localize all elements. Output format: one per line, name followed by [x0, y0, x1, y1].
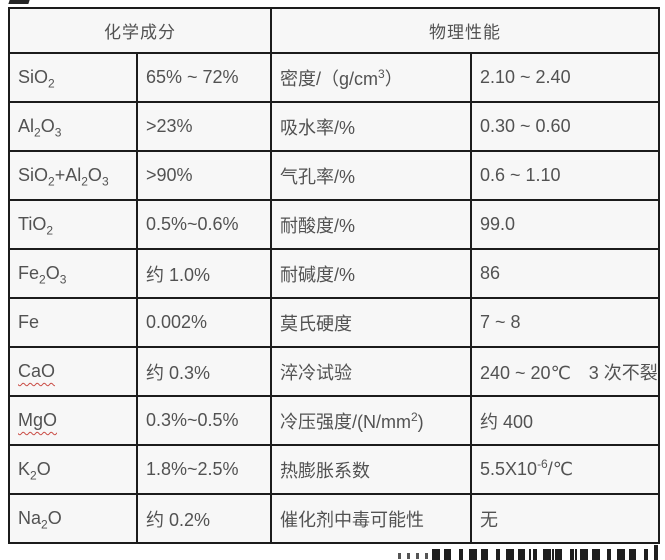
chemical-name-cell: Fe2O3	[8, 248, 138, 299]
chemical-value-cell: >23%	[136, 101, 272, 152]
physical-property-name-cell: 淬冷试验	[270, 346, 472, 397]
table-row: TiO2 0.5%~0.6% 耐酸度/% 99.0	[8, 199, 660, 250]
physical-property-value-cell: 2.10 ~ 2.40	[470, 52, 660, 103]
chemical-name-cell: SiO2	[8, 52, 138, 103]
physical-property-name-cell: 气孔率/%	[270, 150, 472, 201]
physical-property-value-cell: 240 ~ 20℃ 3 次不裂	[470, 346, 660, 397]
table-row: Fe 0.002% 莫氏硬度 7 ~ 8	[8, 297, 660, 348]
chemical-name-cell: TiO2	[8, 199, 138, 250]
chemical-formula: SiO2+Al2O3	[18, 165, 109, 189]
physical-property-value-cell: 约 400	[470, 395, 660, 446]
table-row: CaO 约 0.3% 淬冷试验 240 ~ 20℃ 3 次不裂	[8, 346, 660, 397]
physical-property-value-cell: 5.5X10-6/℃	[470, 444, 660, 495]
physical-property-value-cell: 0.6 ~ 1.10	[470, 150, 660, 201]
physical-property-name-cell: 耐碱度/%	[270, 248, 472, 299]
physical-property-value-cell: 0.30 ~ 0.60	[470, 101, 660, 152]
chemical-composition-header: 化学成分	[8, 7, 272, 54]
chemical-name-cell: Al2O3	[8, 101, 138, 152]
table-row: Fe2O3 约 1.0% 耐碱度/% 86	[8, 248, 660, 299]
table-body: SiO2 65% ~ 72% 密度/（g/cm3） 2.10 ~ 2.40 Al…	[8, 52, 660, 544]
clipped-watermark-fragment	[398, 553, 432, 559]
chemical-value-cell: 0.5%~0.6%	[136, 199, 272, 250]
chemical-formula: MgO	[18, 410, 58, 430]
table-row: Na2O 约 0.2% 催化剂中毒可能性 无	[8, 493, 660, 544]
chemical-formula: TiO2	[18, 214, 54, 238]
chemical-formula: K2O	[18, 459, 51, 483]
header-row: 化学成分 物理性能	[8, 7, 660, 54]
chemical-name-cell: K2O	[8, 444, 138, 495]
chemical-name-cell: SiO2+Al2O3	[8, 150, 138, 201]
chemical-formula: Al2O3	[18, 116, 62, 140]
physical-property-value-cell: 无	[470, 493, 660, 544]
chemical-name-cell: Fe	[8, 297, 138, 348]
chemical-formula: Fe2O3	[18, 263, 67, 287]
chemical-value-cell: 0.3%~0.5%	[136, 395, 272, 446]
physical-property-name-cell: 莫氏硬度	[270, 297, 472, 348]
physical-property-name-cell: 冷压强度/(N/mm2)	[270, 395, 472, 446]
physical-property-value-cell: 86	[470, 248, 660, 299]
physical-properties-header: 物理性能	[270, 7, 660, 54]
corner-artifact	[8, 0, 30, 4]
clipped-watermark	[432, 545, 658, 560]
chemical-value-cell: 约 0.3%	[136, 346, 272, 397]
table-row: SiO2+Al2O3 >90% 气孔率/% 0.6 ~ 1.10	[8, 150, 660, 201]
chemical-formula: CaO	[18, 361, 56, 381]
physical-property-name-cell: 吸水率/%	[270, 101, 472, 152]
chemical-value-cell: 1.8%~2.5%	[136, 444, 272, 495]
chemical-value-cell: >90%	[136, 150, 272, 201]
physical-property-name-cell: 耐酸度/%	[270, 199, 472, 250]
chemical-formula: Na2O	[18, 508, 62, 532]
table-row: K2O 1.8%~2.5% 热膨胀系数 5.5X10-6/℃	[8, 444, 660, 495]
material-properties-table: 化学成分 物理性能 SiO2 65% ~ 72% 密度/（g/cm3） 2.10…	[8, 7, 660, 544]
table-row: SiO2 65% ~ 72% 密度/（g/cm3） 2.10 ~ 2.40	[8, 52, 660, 103]
chemical-value-cell: 约 1.0%	[136, 248, 272, 299]
chemical-formula: SiO2	[18, 67, 55, 91]
chemical-name-cell: CaO	[8, 346, 138, 397]
physical-property-name-cell: 催化剂中毒可能性	[270, 493, 472, 544]
chemical-name-cell: MgO	[8, 395, 138, 446]
chemical-value-cell: 0.002%	[136, 297, 272, 348]
table-row: MgO 0.3%~0.5% 冷压强度/(N/mm2) 约 400	[8, 395, 660, 446]
chemical-value-cell: 65% ~ 72%	[136, 52, 272, 103]
physical-property-value-cell: 7 ~ 8	[470, 297, 660, 348]
chemical-formula: Fe	[18, 312, 40, 332]
table-row: Al2O3 >23% 吸水率/% 0.30 ~ 0.60	[8, 101, 660, 152]
physical-property-value-cell: 99.0	[470, 199, 660, 250]
physical-property-name-cell: 密度/（g/cm3）	[270, 52, 472, 103]
physical-property-name-cell: 热膨胀系数	[270, 444, 472, 495]
chemical-value-cell: 约 0.2%	[136, 493, 272, 544]
chemical-name-cell: Na2O	[8, 493, 138, 544]
